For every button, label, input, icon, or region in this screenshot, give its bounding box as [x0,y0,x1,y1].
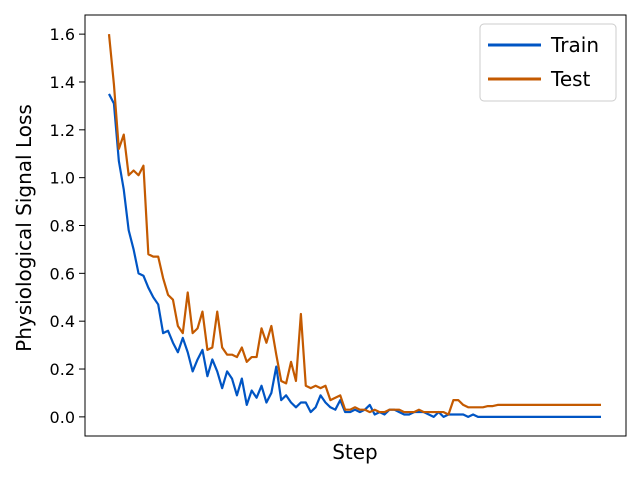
y-tick-label: 1.4 [50,73,75,92]
y-tick-label: 1.6 [50,25,75,44]
y-tick-label: 0.0 [50,408,75,427]
legend-label-train: Train [550,33,599,57]
y-axis-ticks: 0.0 0.2 0.4 0.6 0.8 1.0 1.2 1.4 1.6 [50,25,85,427]
y-tick-label: 0.6 [50,264,75,283]
legend: Train Test [479,23,617,102]
y-tick-label: 0.2 [50,360,75,379]
x-axis-label: Step [332,440,378,464]
series-line-test [107,34,601,416]
series-line-train [108,93,601,418]
y-tick-label: 1.2 [50,121,75,140]
legend-box [479,23,617,102]
y-axis-label: Physiological Signal Loss [12,104,36,352]
y-tick-label: 0.8 [50,217,75,236]
y-tick-label: 0.4 [50,312,75,331]
y-tick-label: 1.0 [50,169,75,188]
series-lines [107,34,601,418]
legend-label-test: Test [550,67,591,91]
